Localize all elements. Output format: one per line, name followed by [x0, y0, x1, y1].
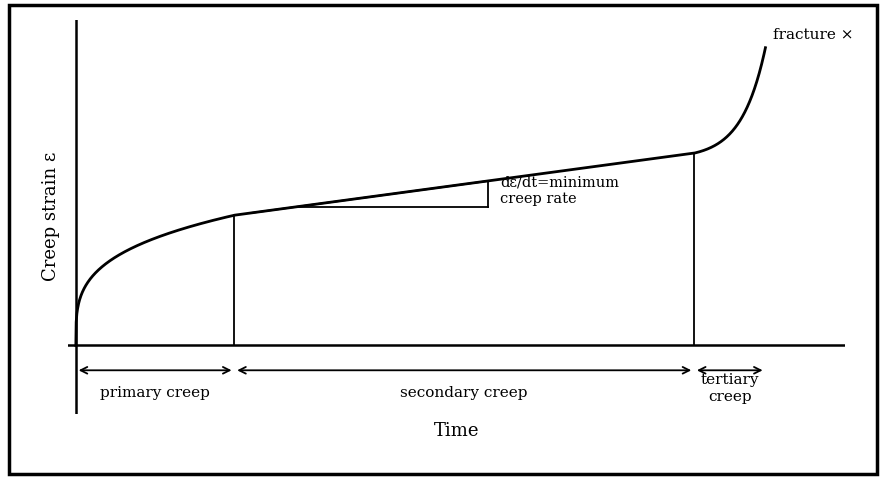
Y-axis label: Creep strain ε: Creep strain ε — [42, 152, 59, 282]
Text: secondary creep: secondary creep — [400, 386, 528, 400]
X-axis label: Time: Time — [433, 422, 479, 440]
Text: fracture ×: fracture × — [773, 27, 854, 42]
Text: primary creep: primary creep — [100, 386, 210, 400]
Text: tertiary
creep: tertiary creep — [701, 374, 759, 404]
Text: dε/dt=minimum
creep rate: dε/dt=minimum creep rate — [500, 176, 619, 206]
